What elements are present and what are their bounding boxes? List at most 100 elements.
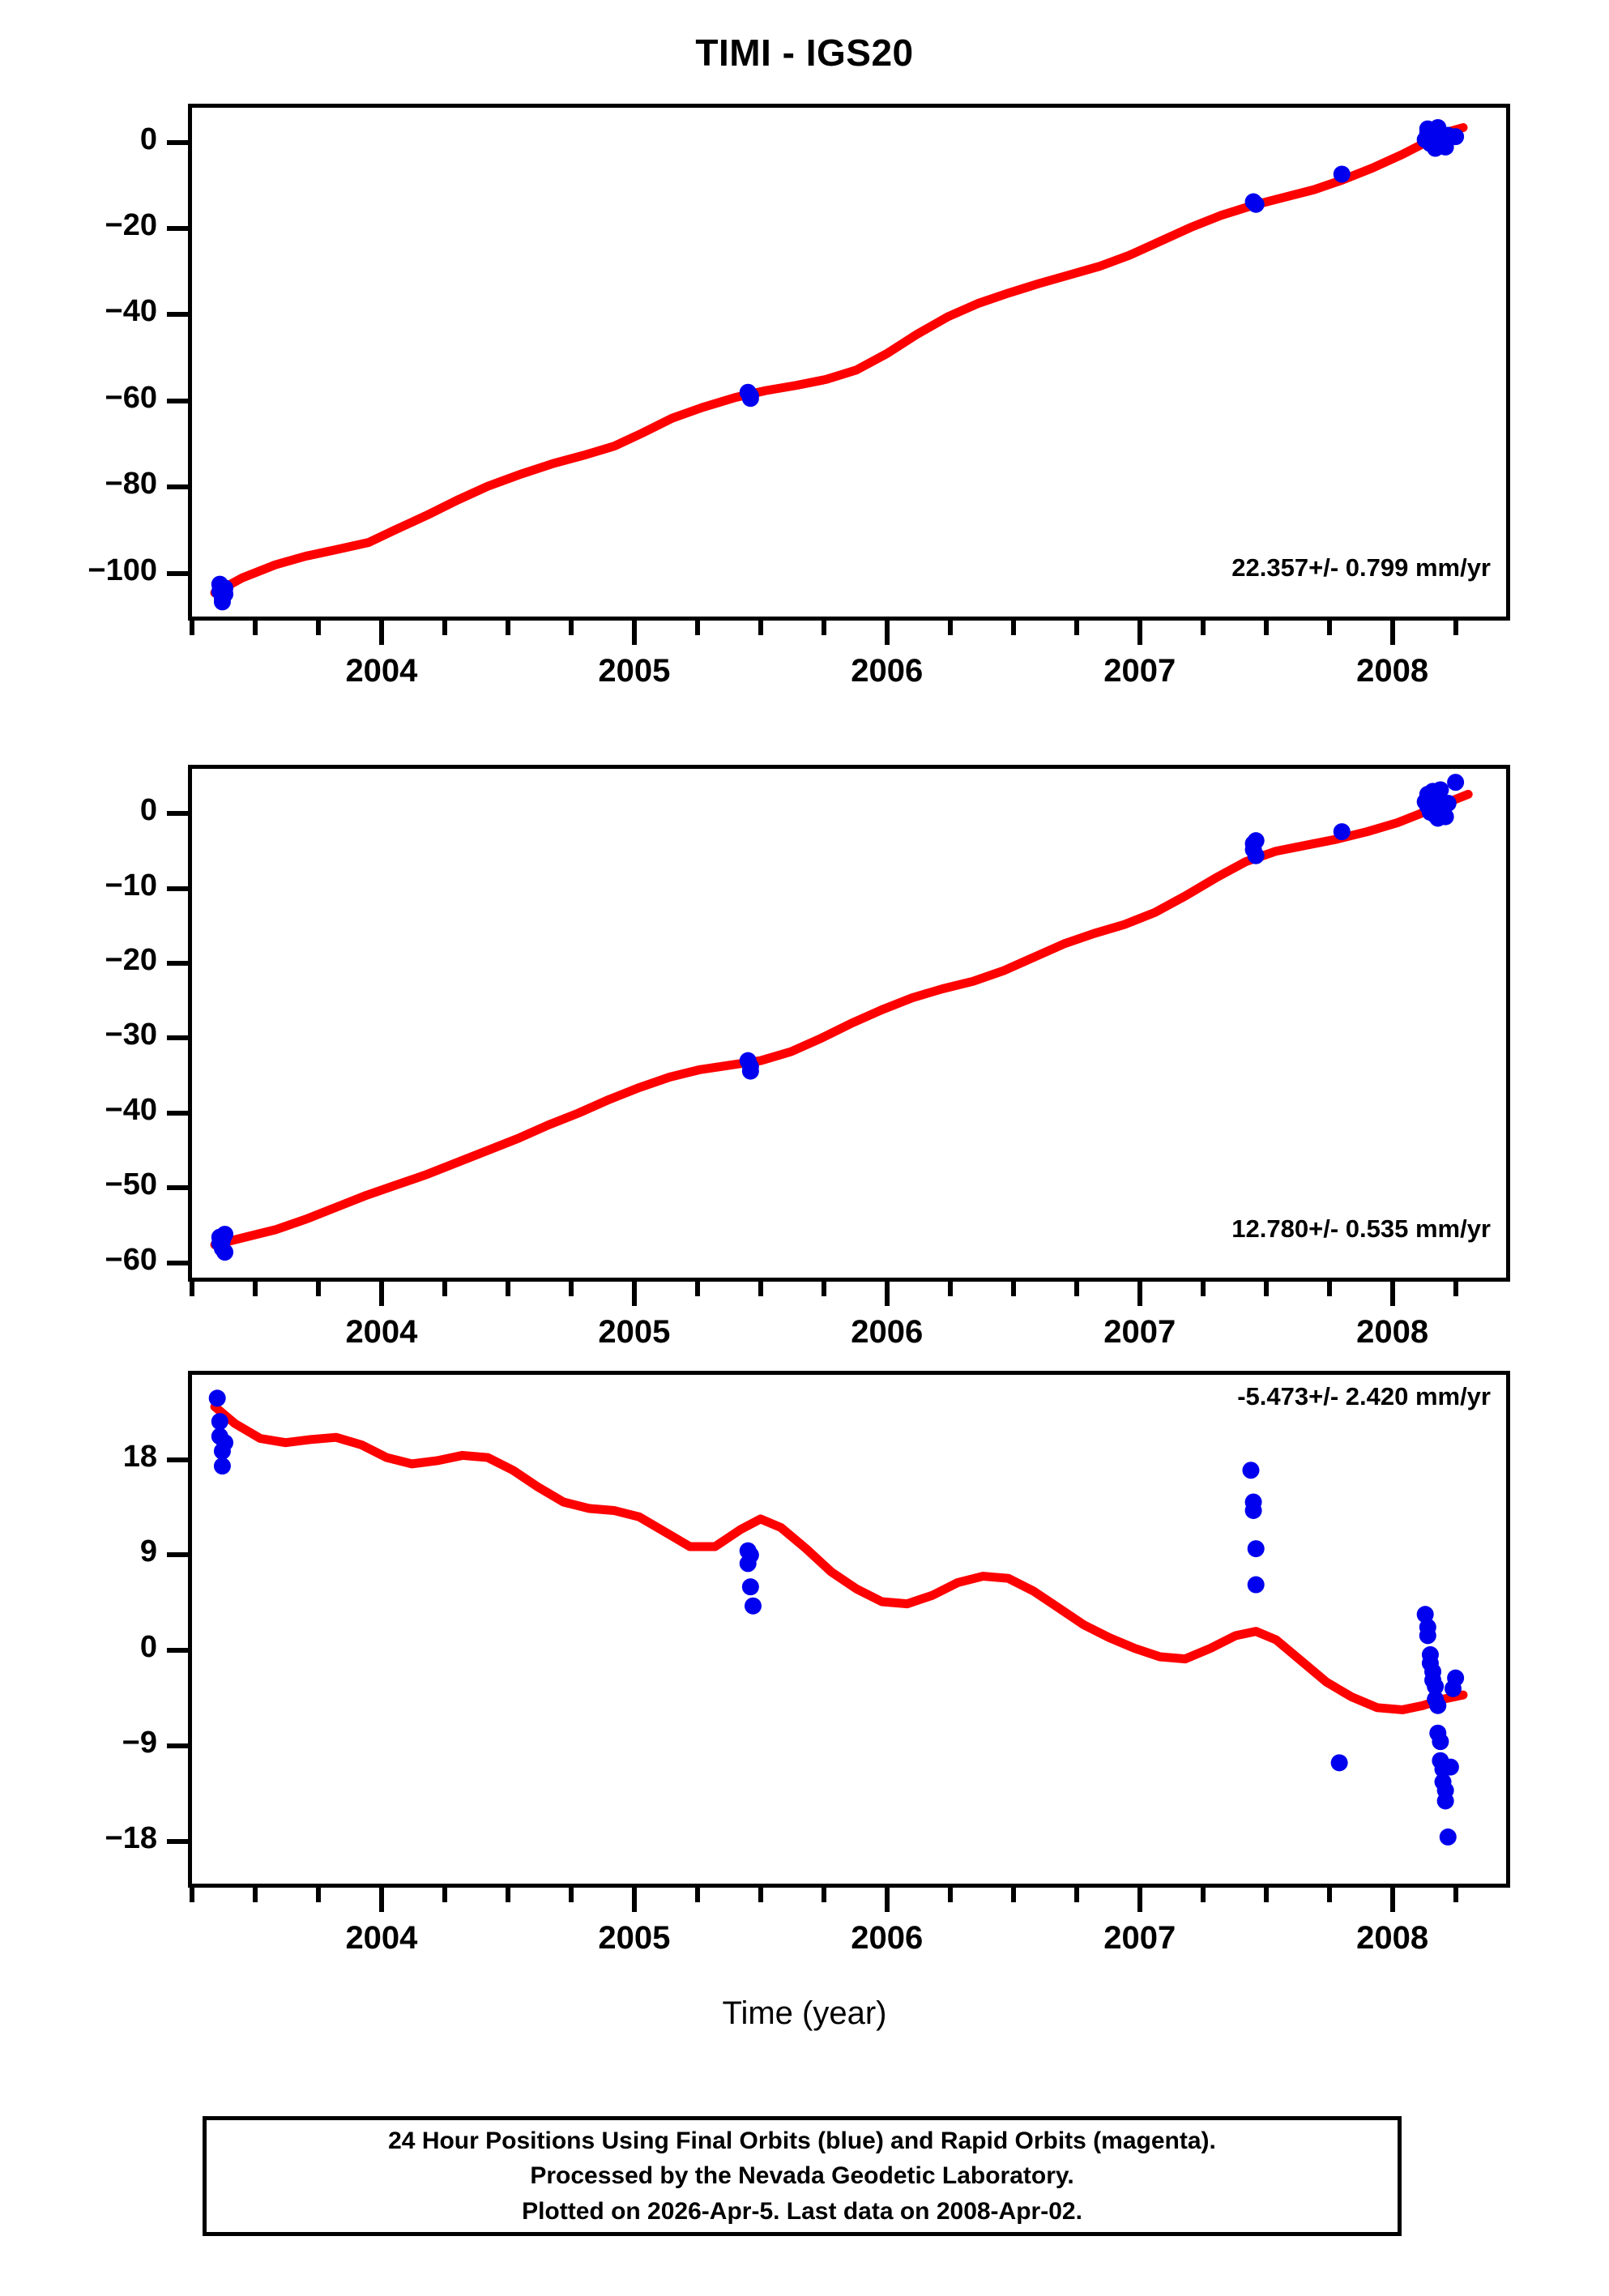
xtick-mark-minor [1010,1888,1016,1902]
xtick-mark-minor [1326,1888,1332,1902]
footer-line-3: Plotted on 2026-Apr-5. Last data on 2008… [522,2197,1082,2225]
data-point [741,390,759,408]
data-point [1333,165,1351,183]
ytick-mark [167,1185,188,1191]
data-point [1447,128,1465,146]
ytick-label: −40 [105,294,157,329]
ytick-label: 18 [122,1439,157,1474]
data-point [1439,794,1457,812]
ytick-mark [167,226,188,232]
xtick-mark-minor [442,621,447,635]
data-point [1330,1754,1348,1772]
xtick-mark-minor [315,1282,321,1296]
ytick-mark [167,139,188,145]
xtick-label: 2007 [1103,1314,1176,1350]
xtick-mark-minor [505,621,510,635]
ytick-label: 0 [139,122,157,156]
page-title: TIMI - IGS20 [695,32,914,74]
xtick-mark-minor [190,621,194,635]
xtick-mark-major [884,1888,890,1912]
xtick-mark-minor [252,1282,258,1296]
rate-annotation-up: -5.473+/- 2.420 mm/yr [1237,1382,1491,1410]
ytick-mark [167,811,188,817]
xtick-label: 2007 [1103,1920,1176,1956]
footer-line-2: Processed by the Nevada Geodetic Laborat… [530,2162,1074,2190]
xtick-mark-major [884,621,890,645]
xtick-label: 2007 [1103,653,1176,689]
ytick-mark [167,484,188,490]
data-point [1436,808,1454,826]
xtick-mark-minor [1200,621,1206,635]
plot-svg-north [210,774,1473,1261]
data-point [1247,832,1265,850]
data-point [1429,1696,1447,1714]
panel-east: 22.357+/- 0.799 mm/yr [188,104,1510,621]
data-point [213,1457,231,1475]
data-point [1419,1627,1436,1645]
data-point [216,1434,234,1452]
data-point [1427,1678,1445,1696]
data-point [744,1597,762,1615]
data-point [741,1578,759,1596]
xtick-mark-minor [1453,1282,1458,1296]
ytick-mark [167,1552,188,1558]
xtick-mark-minor [1200,1888,1206,1902]
xtick-mark-minor [505,1282,510,1296]
xtick-label: 2006 [851,653,924,689]
xaxis-title: Time (year) [722,1995,887,2031]
ytick-mark [167,1838,188,1844]
xtick-mark-minor [1073,1282,1079,1296]
ytick-mark [167,886,188,891]
data-point [208,1389,226,1407]
plot-area-up [188,1371,1510,1888]
xtick-mark-minor [1263,1282,1269,1296]
data-point [1242,1462,1260,1479]
data-point [1447,1669,1465,1687]
ytick-mark [167,1035,188,1041]
xtick-mark-minor [568,621,574,635]
xtick-mark-minor [190,1282,194,1296]
xtick-mark-minor [758,1282,763,1296]
xtick-label: 2005 [598,1920,671,1956]
ytick-mark [167,1743,188,1748]
xtick-mark-minor [442,1282,447,1296]
xtick-mark-minor [252,621,258,635]
xtick-mark-minor [947,1282,953,1296]
xtick-mark-minor [1453,1888,1458,1902]
ytick-mark [167,570,188,576]
xtick-mark-minor [694,621,700,635]
xtick-mark-minor [1263,1888,1269,1902]
xtick-label: 2004 [345,653,418,689]
xtick-label: 2008 [1356,1314,1429,1350]
data-point [1432,781,1449,799]
ytick-mark [167,1260,188,1265]
ytick-mark [167,1110,188,1116]
footer-caption-box: 24 Hour Positions Using Final Orbits (bl… [203,2116,1402,2236]
xtick-label: 2006 [851,1314,924,1350]
xtick-mark-minor [758,1888,763,1902]
xtick-mark-major [631,621,637,645]
data-point [216,1225,234,1243]
ytick-label: −40 [105,1092,157,1127]
data-point [1436,1792,1454,1810]
xtick-mark-major [1389,1888,1395,1912]
xtick-mark-minor [1453,621,1458,635]
xtick-mark-minor [947,1888,953,1902]
xtick-label: 2005 [598,653,671,689]
ytick-mark [167,1457,188,1462]
xtick-mark-major [1137,1282,1142,1306]
data-point [1441,1758,1459,1776]
ytick-label: 0 [139,793,157,828]
data-point [1432,1733,1449,1751]
ytick-label: −30 [105,1018,157,1052]
plot-area-east [188,104,1510,621]
xtick-mark-minor [568,1888,574,1902]
ytick-label: −10 [105,868,157,903]
xtick-label: 2006 [851,1920,924,1956]
ytick-label: −9 [122,1725,157,1760]
xtick-mark-major [631,1282,637,1306]
xtick-mark-minor [758,621,763,635]
xtick-label: 2005 [598,1314,671,1350]
ytick-label: 0 [139,1630,157,1665]
